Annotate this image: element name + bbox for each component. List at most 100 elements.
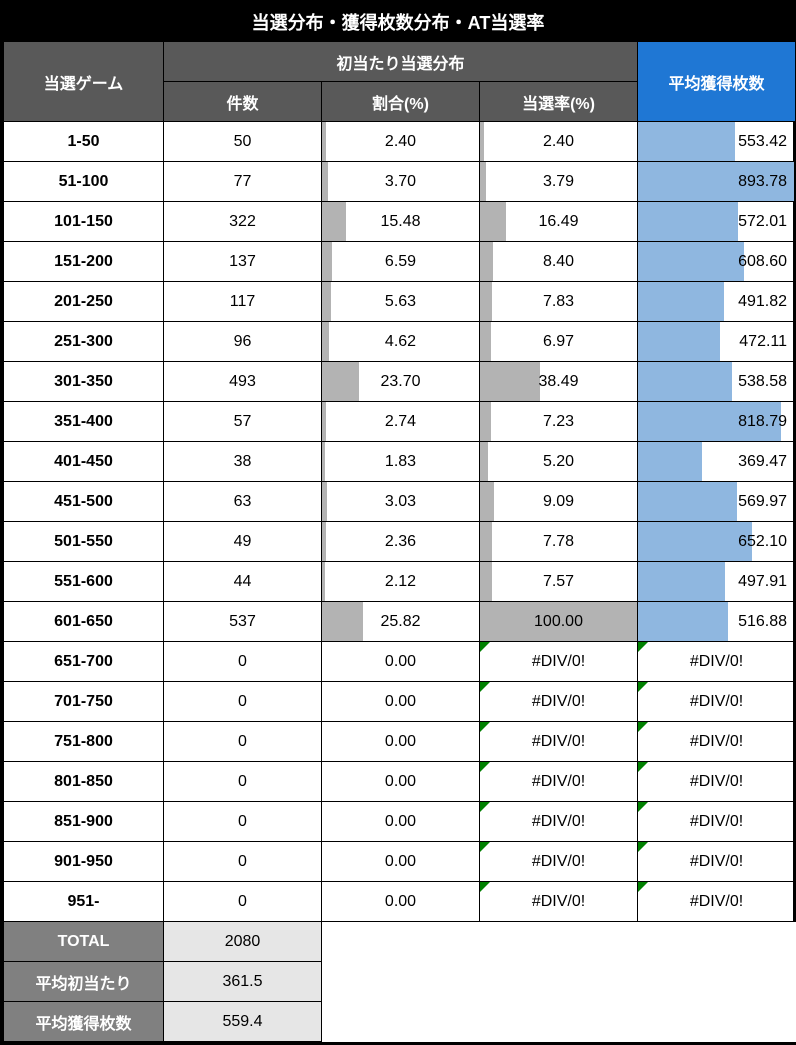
cell-avgwin: 553.42 (638, 122, 796, 162)
row-label: 151-200 (4, 242, 164, 282)
cell-ratio: 0.00 (322, 722, 480, 762)
row-label: 951- (4, 882, 164, 922)
row-label: 351-400 (4, 402, 164, 442)
table-row: 151-2001376.598.40608.60 (4, 242, 796, 282)
cell-count: 0 (164, 842, 322, 882)
cell-winrate: 38.49 (480, 362, 638, 402)
header-winrate: 当選率(%) (480, 82, 638, 122)
row-label: 601-650 (4, 602, 164, 642)
cell-count: 63 (164, 482, 322, 522)
table-row: 701-75000.00#DIV/0!#DIV/0! (4, 682, 796, 722)
cell-ratio: 23.70 (322, 362, 480, 402)
row-label: 551-600 (4, 562, 164, 602)
cell-count: 49 (164, 522, 322, 562)
cell-winrate: #DIV/0! (480, 722, 638, 762)
cell-avgwin: 572.01 (638, 202, 796, 242)
cell-winrate: 100.00 (480, 602, 638, 642)
table-row: 851-90000.00#DIV/0!#DIV/0! (4, 802, 796, 842)
summary-row: TOTAL2080 (4, 922, 796, 962)
table-row: 601-65053725.82100.00516.88 (4, 602, 796, 642)
cell-winrate: 7.78 (480, 522, 638, 562)
summary-label: 平均獲得枚数 (4, 1002, 164, 1042)
row-label: 651-700 (4, 642, 164, 682)
cell-avgwin: 893.78 (638, 162, 796, 202)
cell-count: 0 (164, 762, 322, 802)
cell-avgwin: #DIV/0! (638, 802, 796, 842)
cell-count: 96 (164, 322, 322, 362)
cell-ratio: 0.00 (322, 802, 480, 842)
cell-winrate: 3.79 (480, 162, 638, 202)
cell-winrate: 9.09 (480, 482, 638, 522)
cell-winrate: #DIV/0! (480, 802, 638, 842)
empty-cell (480, 962, 638, 1002)
cell-ratio: 1.83 (322, 442, 480, 482)
table-row: 101-15032215.4816.49572.01 (4, 202, 796, 242)
row-label: 101-150 (4, 202, 164, 242)
header-dist: 初当たり当選分布 (164, 42, 638, 82)
empty-cell (322, 1002, 480, 1042)
cell-count: 322 (164, 202, 322, 242)
empty-cell (322, 922, 480, 962)
empty-cell (638, 1002, 796, 1042)
cell-ratio: 3.70 (322, 162, 480, 202)
cell-avgwin: 472.11 (638, 322, 796, 362)
row-label: 401-450 (4, 442, 164, 482)
cell-ratio: 6.59 (322, 242, 480, 282)
cell-count: 0 (164, 642, 322, 682)
cell-winrate: #DIV/0! (480, 882, 638, 922)
summary-row: 平均獲得枚数559.4 (4, 1002, 796, 1042)
cell-ratio: 4.62 (322, 322, 480, 362)
empty-cell (638, 922, 796, 962)
table-row: 951-00.00#DIV/0!#DIV/0! (4, 882, 796, 922)
summary-label: TOTAL (4, 922, 164, 962)
cell-winrate: 16.49 (480, 202, 638, 242)
cell-count: 0 (164, 802, 322, 842)
cell-ratio: 0.00 (322, 682, 480, 722)
cell-avgwin: 516.88 (638, 602, 796, 642)
table-row: 651-70000.00#DIV/0!#DIV/0! (4, 642, 796, 682)
cell-avgwin: 608.60 (638, 242, 796, 282)
cell-winrate: 7.23 (480, 402, 638, 442)
header-avgwin: 平均獲得枚数 (638, 42, 796, 122)
header-ratio: 割合(%) (322, 82, 480, 122)
summary-label: 平均初当たり (4, 962, 164, 1002)
table-row: 751-80000.00#DIV/0!#DIV/0! (4, 722, 796, 762)
row-label: 251-300 (4, 322, 164, 362)
row-label: 451-500 (4, 482, 164, 522)
row-label: 751-800 (4, 722, 164, 762)
cell-avgwin: #DIV/0! (638, 842, 796, 882)
cell-avgwin: 569.97 (638, 482, 796, 522)
table-row: 251-300964.626.97472.11 (4, 322, 796, 362)
cell-ratio: 0.00 (322, 882, 480, 922)
cell-count: 493 (164, 362, 322, 402)
cell-ratio: 2.40 (322, 122, 480, 162)
cell-avgwin: 538.58 (638, 362, 796, 402)
cell-count: 44 (164, 562, 322, 602)
cell-count: 117 (164, 282, 322, 322)
cell-count: 0 (164, 722, 322, 762)
cell-count: 57 (164, 402, 322, 442)
cell-count: 537 (164, 602, 322, 642)
cell-avgwin: #DIV/0! (638, 762, 796, 802)
cell-avgwin: #DIV/0! (638, 642, 796, 682)
row-label: 1-50 (4, 122, 164, 162)
table-row: 551-600442.127.57497.91 (4, 562, 796, 602)
summary-value: 559.4 (164, 1002, 322, 1042)
summary-value: 361.5 (164, 962, 322, 1002)
table-row: 351-400572.747.23818.79 (4, 402, 796, 442)
cell-ratio: 25.82 (322, 602, 480, 642)
cell-avgwin: #DIV/0! (638, 882, 796, 922)
cell-winrate: #DIV/0! (480, 642, 638, 682)
cell-ratio: 3.03 (322, 482, 480, 522)
cell-ratio: 0.00 (322, 842, 480, 882)
table-row: 401-450381.835.20369.47 (4, 442, 796, 482)
cell-avgwin: 497.91 (638, 562, 796, 602)
cell-ratio: 0.00 (322, 642, 480, 682)
empty-cell (480, 922, 638, 962)
cell-count: 50 (164, 122, 322, 162)
row-label: 201-250 (4, 282, 164, 322)
row-label: 801-850 (4, 762, 164, 802)
cell-ratio: 2.12 (322, 562, 480, 602)
empty-cell (638, 962, 796, 1002)
cell-winrate: #DIV/0! (480, 842, 638, 882)
